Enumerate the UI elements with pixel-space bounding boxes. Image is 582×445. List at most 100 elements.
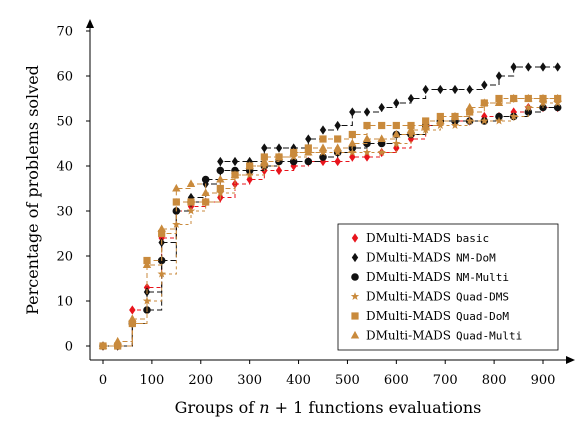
data-point	[509, 93, 518, 102]
y-tick-label: 40	[56, 160, 73, 175]
data-point	[186, 179, 196, 187]
legend-label: DMulti-MADS Quad-DMS	[366, 290, 509, 304]
data-point	[465, 116, 474, 125]
data-point	[334, 135, 342, 143]
data-point	[113, 336, 122, 345]
data-point	[450, 121, 460, 130]
data-point	[348, 138, 357, 147]
data-point	[481, 80, 488, 90]
y-tick-label: 30	[56, 205, 73, 220]
y-tick-label: 60	[56, 70, 73, 85]
data-point	[319, 135, 327, 143]
data-point	[554, 62, 561, 72]
data-point	[378, 121, 386, 130]
data-point	[525, 62, 532, 72]
data-point	[157, 269, 166, 278]
data-point	[157, 224, 166, 232]
data-point	[142, 260, 152, 268]
y-axis-label: Percentage of problems solved	[23, 65, 42, 315]
data-point	[480, 98, 489, 106]
data-point	[510, 107, 517, 117]
data-point	[392, 129, 401, 138]
data-point	[422, 84, 429, 95]
x-axis-arrow	[566, 356, 575, 364]
data-point	[437, 84, 444, 95]
data-point	[451, 84, 459, 95]
data-point	[393, 98, 400, 108]
data-point	[407, 93, 415, 104]
data-point	[524, 103, 533, 112]
data-point	[289, 157, 298, 166]
data-point	[245, 161, 254, 169]
legend-marker	[351, 312, 359, 320]
x-tick-label: 100	[139, 373, 164, 388]
data-point	[304, 147, 313, 156]
x-tick-label: 300	[237, 373, 262, 388]
data-point	[392, 139, 401, 148]
legend-marker	[351, 252, 359, 263]
data-point	[334, 120, 341, 131]
x-tick-label: 400	[286, 373, 311, 388]
data-point	[217, 156, 224, 167]
data-point	[524, 93, 533, 102]
x-tick-label: 200	[188, 373, 213, 388]
legend: DMulti-MADS basic DMulti-MADS NM-DoM DMulti-…	[337, 223, 559, 351]
y-tick-label: 10	[56, 295, 73, 310]
data-point	[553, 98, 562, 107]
data-point	[333, 143, 342, 151]
data-point	[377, 134, 386, 142]
data-point	[510, 62, 517, 72]
data-point	[494, 116, 504, 125]
legend-marker	[351, 233, 359, 243]
data-point	[553, 93, 562, 102]
data-point	[319, 125, 327, 135]
legend-marker	[350, 292, 360, 301]
data-point	[274, 152, 284, 160]
data-point	[509, 112, 518, 121]
data-point	[539, 62, 547, 72]
data-point	[421, 120, 430, 129]
legend-label: DMulti-MADS NM-DoM	[366, 251, 496, 265]
data-point	[436, 116, 445, 124]
data-point	[186, 206, 196, 215]
data-point	[377, 148, 386, 157]
data-point	[201, 188, 210, 196]
data-point	[333, 148, 342, 157]
x-tick-label: 700	[433, 373, 458, 388]
legend-label: DMulti-MADS Quad-Multi	[366, 329, 522, 343]
x-tick-label: 600	[384, 373, 409, 388]
legend-marker	[350, 330, 360, 339]
data-point	[187, 192, 195, 203]
data-point	[348, 130, 356, 139]
legend-label: DMulti-MADS NM-Multi	[366, 270, 509, 284]
data-point	[362, 148, 372, 157]
data-point	[202, 198, 210, 206]
data-point	[318, 148, 328, 157]
y-axis-arrow	[86, 19, 94, 28]
data-point	[349, 107, 356, 117]
data-point	[378, 102, 385, 113]
data-point	[363, 107, 371, 117]
x-tick-label: 500	[335, 373, 360, 388]
data-point	[289, 147, 298, 156]
legend-label: DMulti-MADS Quad-DoM	[366, 309, 509, 323]
ticks-layer: 0 100 200 300 400 500 600 700 800 900 0 10 20 30 40 50 6…	[56, 25, 555, 389]
data-point	[305, 134, 312, 144]
data-point	[260, 161, 269, 170]
series-line	[103, 98, 557, 347]
data-point	[538, 93, 548, 102]
data-point	[216, 166, 225, 175]
data-point	[480, 116, 489, 125]
data-point	[231, 156, 239, 167]
x-tick-label: 900	[531, 373, 556, 388]
data-point	[538, 98, 548, 107]
y-tick-label: 20	[56, 250, 73, 265]
data-point	[363, 121, 371, 130]
data-point	[406, 125, 416, 133]
y-tick-label: 0	[65, 340, 73, 355]
data-point	[304, 157, 313, 166]
data-point	[465, 102, 474, 111]
data-point	[275, 165, 283, 176]
axes-layer	[86, 19, 575, 364]
